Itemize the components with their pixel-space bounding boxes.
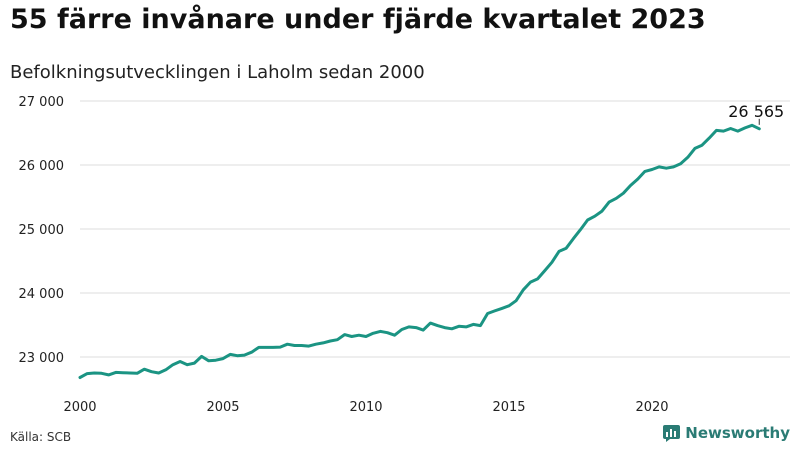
x-tick-label: 2010 — [349, 400, 382, 415]
source-note: Källa: SCB — [10, 430, 72, 444]
x-tick-label: 2000 — [63, 400, 96, 415]
last-value-label: 26 565 — [728, 102, 784, 121]
chart-subtitle: Befolkningsutvecklingen i Laholm sedan 2… — [10, 62, 425, 83]
chart-title: 55 färre invånare under fjärde kvartalet… — [10, 4, 706, 35]
newsworthy-logo: Newsworthy — [663, 424, 790, 442]
brand-name: Newsworthy — [685, 424, 790, 442]
y-tick-label: 23 000 — [19, 351, 65, 366]
series-line — [78, 123, 761, 379]
newsworthy-logo-icon — [663, 424, 681, 442]
x-tick-label: 2005 — [206, 400, 239, 415]
y-tick-label: 27 000 — [19, 95, 65, 110]
y-tick-label: 25 000 — [19, 223, 65, 238]
x-tick-label: 2015 — [492, 400, 525, 415]
y-tick-label: 26 000 — [19, 159, 65, 174]
y-tick-label: 24 000 — [19, 287, 65, 302]
x-tick-label: 2020 — [635, 400, 668, 415]
